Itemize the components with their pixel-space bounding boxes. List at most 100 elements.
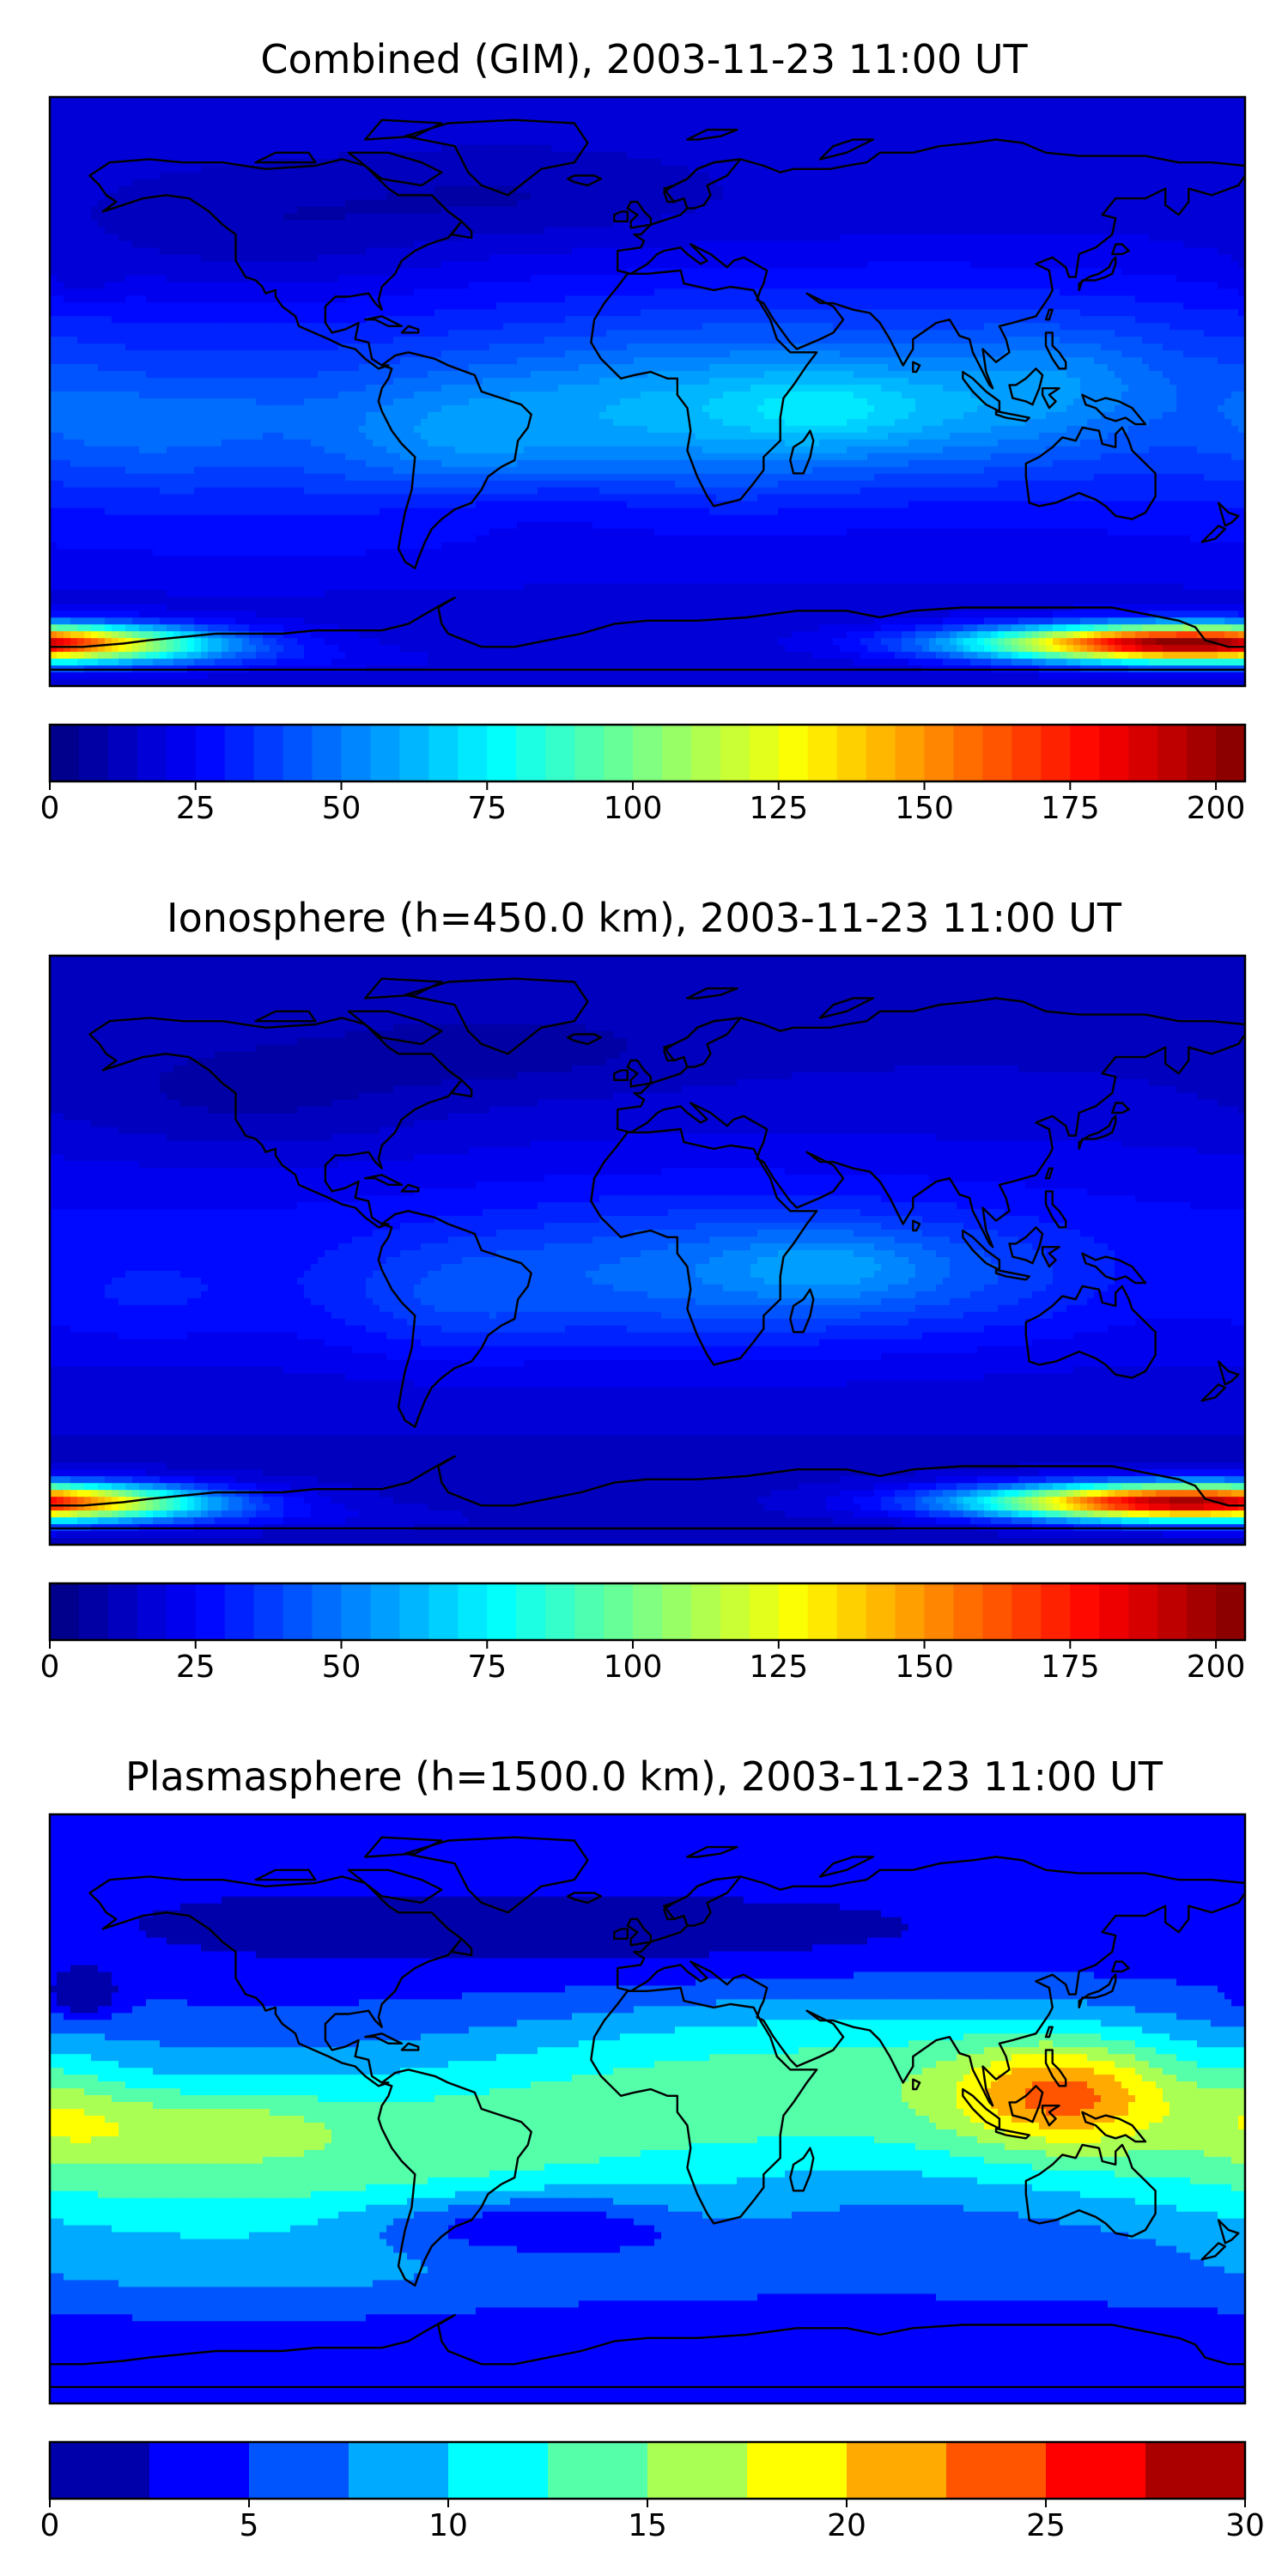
- coastline-hispaniola: [400, 325, 420, 334]
- colorbar-level: [370, 1583, 401, 1640]
- colorbar-level: [1157, 1583, 1188, 1640]
- colorbar-level: [690, 1583, 721, 1640]
- colorbar-tick-label: 50: [322, 1650, 361, 1685]
- coastline-africa: [590, 269, 818, 507]
- coastline-hispaniola: [400, 2042, 420, 2051]
- coastline-borneo: [1008, 2085, 1044, 2123]
- coastline-newzealand2: [1200, 525, 1227, 544]
- colorbar-level: [50, 2442, 150, 2499]
- colorbar-tick-label: 175: [1041, 1650, 1100, 1685]
- colorbar-level: [924, 1583, 955, 1640]
- coastline-madagascar: [789, 429, 815, 475]
- colorbar-tick-label: 100: [604, 792, 663, 826]
- coastline-ellesmere: [364, 118, 443, 141]
- colorbar-level: [312, 725, 343, 781]
- coastline-namerica: [88, 158, 463, 370]
- colorbar-level: [107, 725, 138, 781]
- coastline-victoria: [254, 1868, 317, 1881]
- colorbar-level: [341, 1583, 372, 1640]
- colorbar-level: [982, 1583, 1012, 1640]
- coastline-borneo: [1008, 368, 1044, 406]
- coastline-newzealand: [1217, 2219, 1240, 2245]
- colorbar-level: [836, 725, 867, 781]
- colorbar-level: [1216, 1583, 1246, 1640]
- colorbar-level: [399, 1583, 429, 1640]
- colorbar-level: [866, 1583, 896, 1640]
- colorbar-level: [633, 725, 663, 781]
- coastline-greenland: [404, 977, 589, 1055]
- colorbar-3: [48, 2440, 1247, 2507]
- colorbar-level: [428, 1583, 459, 1640]
- colorbar-level: [1070, 725, 1100, 781]
- coastline-eurasia: [617, 138, 1245, 390]
- coastline-svalbard: [686, 987, 738, 999]
- colorbar-level: [448, 2442, 549, 2499]
- colorbar-level: [516, 1583, 546, 1640]
- colorbar-level: [224, 725, 255, 781]
- coastline-scandinavia: [663, 1017, 742, 1068]
- heatmap-panel-2: [50, 956, 1245, 1545]
- colorbar-tick-label: 25: [176, 1650, 216, 1685]
- coastline-ellesmere: [364, 1836, 443, 1858]
- colorbar-level: [545, 1583, 575, 1640]
- colorbar-level: [224, 1583, 255, 1640]
- coastline-samerica: [377, 1210, 532, 1429]
- coastline-hokkaido: [1111, 1960, 1130, 1973]
- colorbar-tick-label: 75: [467, 792, 507, 826]
- colorbar-level: [720, 1583, 750, 1640]
- map-frame-3: [48, 1813, 1247, 2405]
- colorbar-tick-label: 0: [40, 1650, 60, 1685]
- heatmap-panel-1: [50, 97, 1245, 686]
- panel-1-title: Combined (GIM), 2003-11-23 11:00 UT: [0, 36, 1288, 82]
- coastline-hispaniola: [400, 1183, 420, 1193]
- coastline-cuba: [364, 1174, 404, 1187]
- colorbar-level: [807, 725, 838, 781]
- coastline-eurasia: [617, 1856, 1245, 2107]
- coastline-newguinea: [1081, 2111, 1147, 2143]
- coastline-newguinea: [1081, 1252, 1147, 1285]
- coastline-australia: [1024, 1285, 1157, 1379]
- colorbar-level: [166, 1583, 197, 1640]
- colorbar-tick-label: 150: [895, 792, 954, 826]
- colorbar-tick-label: 100: [604, 1650, 663, 1685]
- coastline-java: [994, 410, 1030, 422]
- colorbar-level: [137, 725, 167, 781]
- colorbar-level: [749, 1583, 780, 1640]
- coastline-newfoundland: [450, 1078, 473, 1098]
- colorbar-level: [720, 725, 750, 781]
- colorbar-tick-label: 125: [749, 792, 808, 826]
- colorbar-tick-label: 25: [1026, 2509, 1066, 2543]
- colorbar-level: [487, 1583, 517, 1640]
- colorbar-level: [633, 1583, 663, 1640]
- colorbar-level: [253, 725, 284, 781]
- colorbar-level: [78, 725, 109, 781]
- colorbar-level: [1012, 1583, 1042, 1640]
- coastline-madagascar: [789, 2147, 815, 2192]
- colorbar-tick-label: 20: [827, 2509, 866, 2543]
- coastline-iceland: [567, 1033, 603, 1046]
- coastline-greenland: [404, 1836, 589, 1914]
- coastline-samerica: [377, 2069, 532, 2287]
- coastline-baffin: [347, 151, 443, 187]
- coastline-taiwan: [1044, 1167, 1054, 1180]
- coastline-japan: [1078, 256, 1117, 292]
- coastline-scandinavia: [663, 158, 742, 210]
- coastline-gbritain: [626, 1059, 653, 1088]
- coastline-antarctic: [50, 2313, 1245, 2389]
- coastline-antarctic: [50, 596, 1245, 671]
- heatmap-panel-3: [50, 1814, 1245, 2403]
- colorbar-level: [1157, 725, 1188, 781]
- coastline-gbritain: [626, 200, 653, 229]
- coastline-ellesmere: [364, 977, 443, 999]
- coastline-taiwan: [1044, 2026, 1054, 2038]
- colorbar-level: [78, 1583, 109, 1640]
- coastline-novayazemlya: [818, 138, 875, 161]
- colorbar-tick-label: 175: [1041, 792, 1100, 826]
- colorbar-level: [574, 725, 605, 781]
- coastline-victoria: [254, 151, 317, 164]
- colorbar-level: [924, 725, 955, 781]
- colorbar-level: [349, 2442, 449, 2499]
- coastlines-1: [50, 118, 1245, 671]
- colorbar-tick-label: 5: [240, 2509, 259, 2543]
- colorbar-level: [847, 2442, 947, 2499]
